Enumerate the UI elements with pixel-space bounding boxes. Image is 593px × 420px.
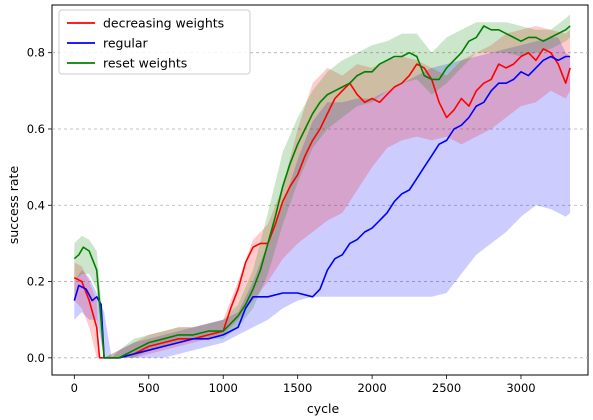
- y-tick-label: 0.4: [27, 198, 45, 212]
- legend-box: [58, 9, 251, 75]
- x-axis-label: cycle: [307, 401, 340, 416]
- x-tick-label: 3000: [506, 381, 535, 395]
- x-tick-label: 1000: [209, 381, 238, 395]
- y-axis-label: success rate: [6, 166, 21, 245]
- legend-label: reset weights: [103, 56, 187, 71]
- y-tick-label: 0.0: [27, 351, 45, 365]
- legend-label: regular: [103, 36, 149, 51]
- y-tick-label: 0.8: [27, 46, 45, 60]
- x-tick-label: 2000: [357, 381, 386, 395]
- series-lines: [73, 25, 571, 359]
- series-line-reset-weights: [73, 25, 571, 359]
- y-tick-label: 0.2: [27, 275, 45, 289]
- series-line-regular: [73, 55, 571, 359]
- y-axis: 0.0 0.2 0.4 0.6 0.8: [27, 46, 52, 365]
- legend-label: decreasing weights: [103, 16, 224, 31]
- x-tick-label: 1500: [283, 381, 312, 395]
- x-axis: 0 500 1000 1500 2000 2500 3000: [71, 375, 536, 395]
- plot-area-frame: [51, 4, 589, 376]
- band-decreasing-weights: [74, 26, 571, 358]
- legend: decreasing weights regular reset weights: [58, 9, 251, 75]
- x-tick-label: 500: [138, 381, 160, 395]
- y-tick-label: 0.6: [27, 122, 45, 136]
- gridlines: [52, 52, 588, 359]
- band-reset-weights: [74, 14, 571, 358]
- x-tick-label: 0: [71, 381, 78, 395]
- x-tick-label: 2500: [432, 381, 461, 395]
